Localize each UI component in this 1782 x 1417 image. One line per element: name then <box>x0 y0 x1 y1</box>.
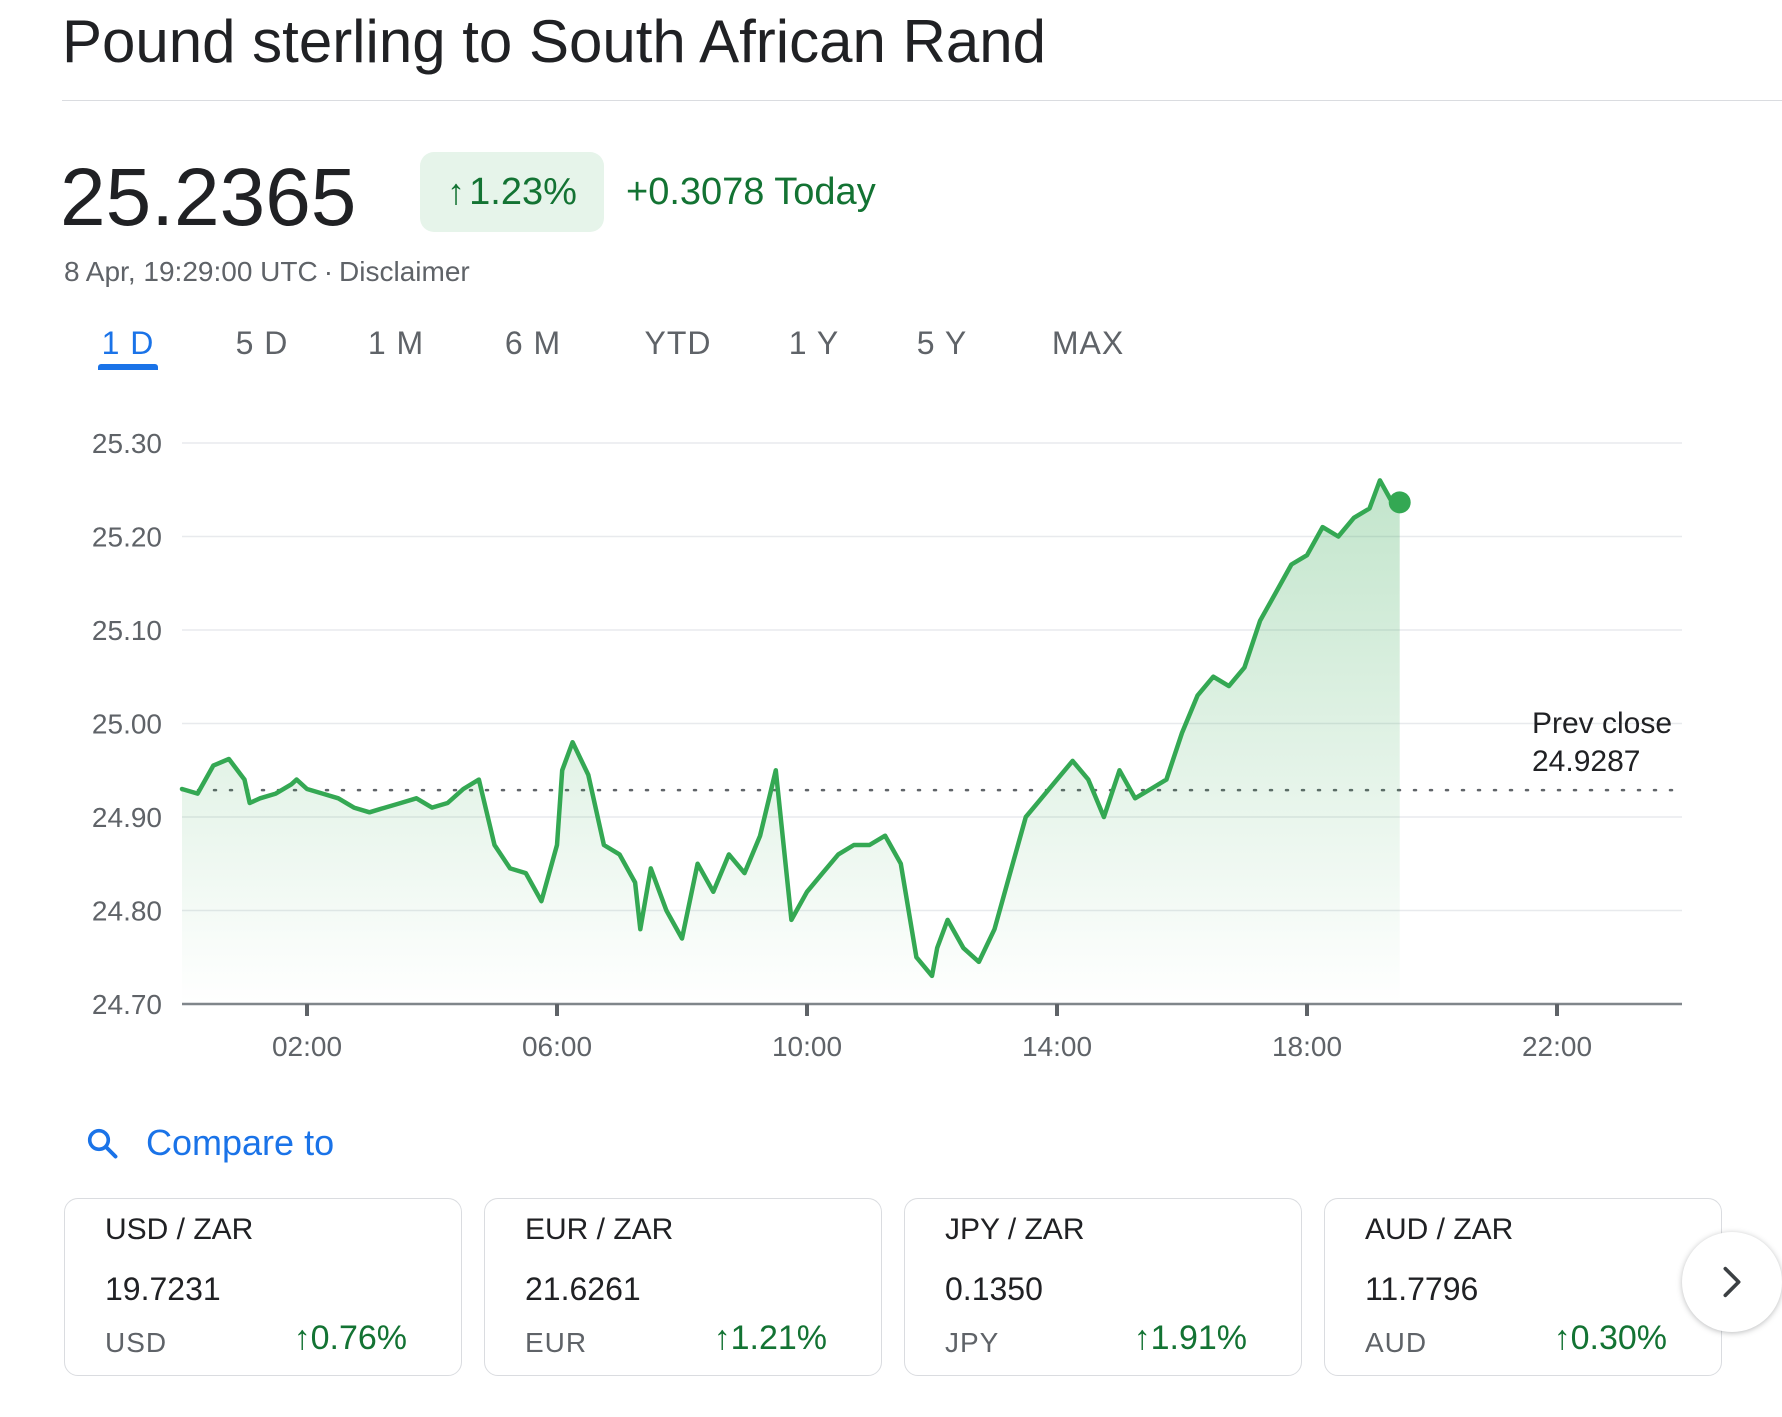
x-tick-label: 10:00 <box>772 1031 842 1062</box>
arrow-up-icon: ↑ <box>293 1319 311 1357</box>
related-currency-cards: USD / ZAR 19.7231 USD ↑0.76% EUR / ZAR 2… <box>0 1198 1782 1380</box>
quote-timestamp-row: 8 Apr, 19:29:00 UTC · Disclaimer <box>64 254 470 290</box>
quote-timestamp: 8 Apr, 19:29:00 UTC <box>64 256 318 287</box>
active-tab-indicator <box>98 364 158 370</box>
price-line <box>179 478 1402 979</box>
y-tick-label: 24.90 <box>92 802 162 833</box>
price-line-layer <box>179 478 1402 979</box>
currency-card-usd-zar[interactable]: USD / ZAR 19.7231 USD ↑0.76% <box>64 1198 462 1376</box>
arrow-up-icon: ↑ <box>713 1319 731 1357</box>
arrow-up-icon: ↑ <box>1133 1319 1151 1357</box>
card-rate: 11.7796 <box>1365 1271 1479 1307</box>
last-point-layer <box>1388 491 1411 514</box>
current-price: 25.2365 <box>60 152 357 243</box>
card-change: ↑1.91% <box>1134 1319 1247 1358</box>
last-price-point <box>1388 491 1411 514</box>
price-area <box>182 480 1400 1004</box>
card-change: ↑0.30% <box>1554 1319 1667 1358</box>
y-tick-label: 25.20 <box>92 522 162 553</box>
compare-to-label: Compare to <box>146 1122 335 1163</box>
card-change-value: 1.21% <box>730 1319 827 1357</box>
tab-max[interactable]: MAX <box>1051 325 1125 361</box>
percent-change-value: 1.23% <box>469 170 577 213</box>
card-currency: USD <box>105 1327 168 1358</box>
y-axis-labels: 25.30 25.20 25.10 25.00 24.90 24.80 24.70 <box>92 428 162 1020</box>
currency-card-aud-zar[interactable]: AUD / ZAR 11.7796 AUD ↑0.30% <box>1324 1198 1722 1376</box>
card-rate: 0.1350 <box>945 1271 1043 1307</box>
x-tick-label: 06:00 <box>522 1031 592 1062</box>
currency-card-jpy-zar[interactable]: JPY / ZAR 0.1350 JPY ↑1.91% <box>904 1198 1302 1376</box>
card-pair: EUR / ZAR <box>525 1213 674 1246</box>
percent-change-badge: ↑ 1.23% <box>420 152 604 232</box>
y-tick-label: 25.00 <box>92 709 162 740</box>
next-cards-button[interactable] <box>1682 1232 1782 1332</box>
prev-close-value: 24.9287 <box>1532 745 1640 778</box>
title-divider <box>62 100 1782 101</box>
card-currency: AUD <box>1365 1327 1428 1358</box>
y-tick-label: 24.80 <box>92 896 162 927</box>
page-title: Pound sterling to South African Rand <box>62 8 1046 75</box>
timestamp-separator: · <box>323 256 334 287</box>
arrow-up-icon: ↑ <box>447 171 466 212</box>
card-rate: 19.7231 <box>105 1271 221 1307</box>
card-pair: USD / ZAR <box>105 1213 254 1246</box>
card-change: ↑1.21% <box>714 1319 827 1358</box>
arrow-up-icon: ↑ <box>1553 1319 1571 1357</box>
prev-close-annotation: Prev close 24.9287 <box>1532 707 1672 778</box>
tab-5y[interactable]: 5 Y <box>916 325 968 361</box>
prev-close-label: Prev close <box>1532 707 1672 740</box>
card-rate: 21.6261 <box>525 1271 641 1307</box>
range-tabs: 1 D 5 D 1 M 6 M YTD 1 Y 5 Y MAX <box>0 318 1782 378</box>
card-currency: EUR <box>525 1327 588 1358</box>
card-currency: JPY <box>945 1327 1000 1358</box>
disclaimer-link[interactable]: Disclaimer <box>339 256 470 287</box>
card-pair: JPY / ZAR <box>945 1213 1085 1246</box>
absolute-change-today: +0.3078 Today <box>626 171 876 213</box>
x-tick-label: 02:00 <box>272 1031 342 1062</box>
y-tick-label: 24.70 <box>92 989 162 1020</box>
x-axis: 02:00 06:00 10:00 14:00 18:00 22:00 <box>182 1002 1682 1062</box>
card-pair: AUD / ZAR <box>1365 1213 1514 1246</box>
tab-1m[interactable]: 1 M <box>367 325 425 361</box>
tab-ytd[interactable]: YTD <box>644 325 712 361</box>
card-change-value: 0.76% <box>310 1319 407 1357</box>
price-chart[interactable]: 25.30 25.20 25.10 25.00 24.90 24.80 24.70 02:0… <box>0 400 1782 1100</box>
y-tick-label: 25.30 <box>92 428 162 459</box>
search-icon <box>87 1128 118 1159</box>
price-area-fill <box>182 480 1400 1004</box>
compare-to-button[interactable]: Compare to <box>84 1118 334 1168</box>
tab-1y[interactable]: 1 Y <box>788 325 840 361</box>
x-tick-label: 18:00 <box>1272 1031 1342 1062</box>
tab-1d[interactable]: 1 D <box>101 325 155 361</box>
chevron-right-icon <box>1723 1266 1741 1298</box>
card-change-value: 1.91% <box>1150 1319 1247 1357</box>
y-tick-label: 25.10 <box>92 615 162 646</box>
card-change: ↑0.76% <box>294 1319 407 1358</box>
card-change-value: 0.30% <box>1570 1319 1667 1357</box>
tab-5d[interactable]: 5 D <box>235 325 289 361</box>
currency-card-eur-zar[interactable]: EUR / ZAR 21.6261 EUR ↑1.21% <box>484 1198 882 1376</box>
x-tick-label: 22:00 <box>1522 1031 1592 1062</box>
tab-6m[interactable]: 6 M <box>504 325 562 361</box>
x-tick-label: 14:00 <box>1022 1031 1092 1062</box>
